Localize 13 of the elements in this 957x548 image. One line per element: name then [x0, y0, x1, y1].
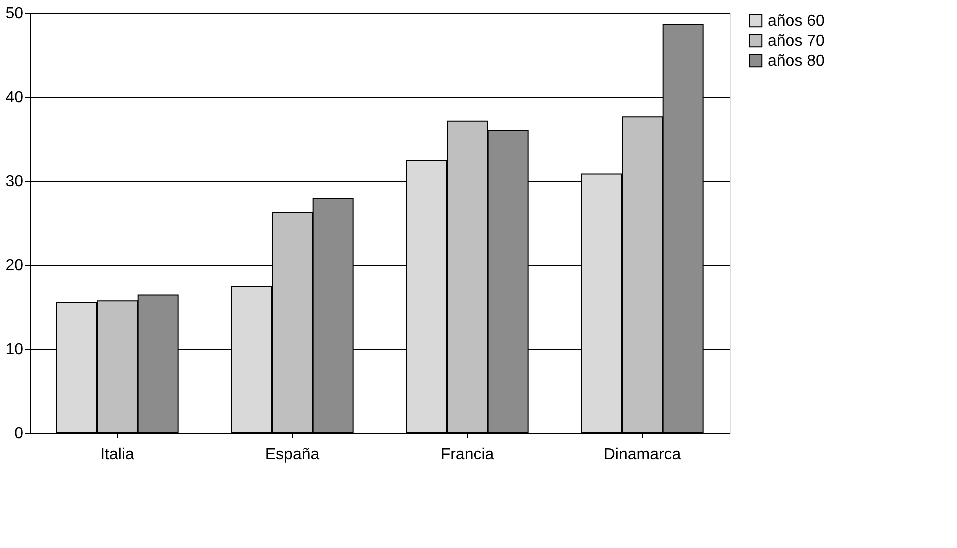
- y-tick-label: 40: [6, 90, 24, 106]
- y-tick-label: 0: [14, 426, 24, 442]
- x-tick-label: Dinamarca: [604, 446, 682, 464]
- legend-label: años 60: [768, 13, 826, 30]
- legend-label: años 80: [768, 53, 826, 70]
- x-tick-label: Francia: [440, 446, 494, 464]
- x-tick-label: España: [265, 446, 320, 464]
- legend-label: años 70: [768, 33, 826, 50]
- y-tick-label: 10: [6, 342, 24, 358]
- y-tick-label: 30: [6, 174, 24, 190]
- y-tick-label: 20: [6, 258, 24, 274]
- y-tick-label: 50: [6, 6, 24, 22]
- x-tick-label: Italia: [100, 446, 134, 464]
